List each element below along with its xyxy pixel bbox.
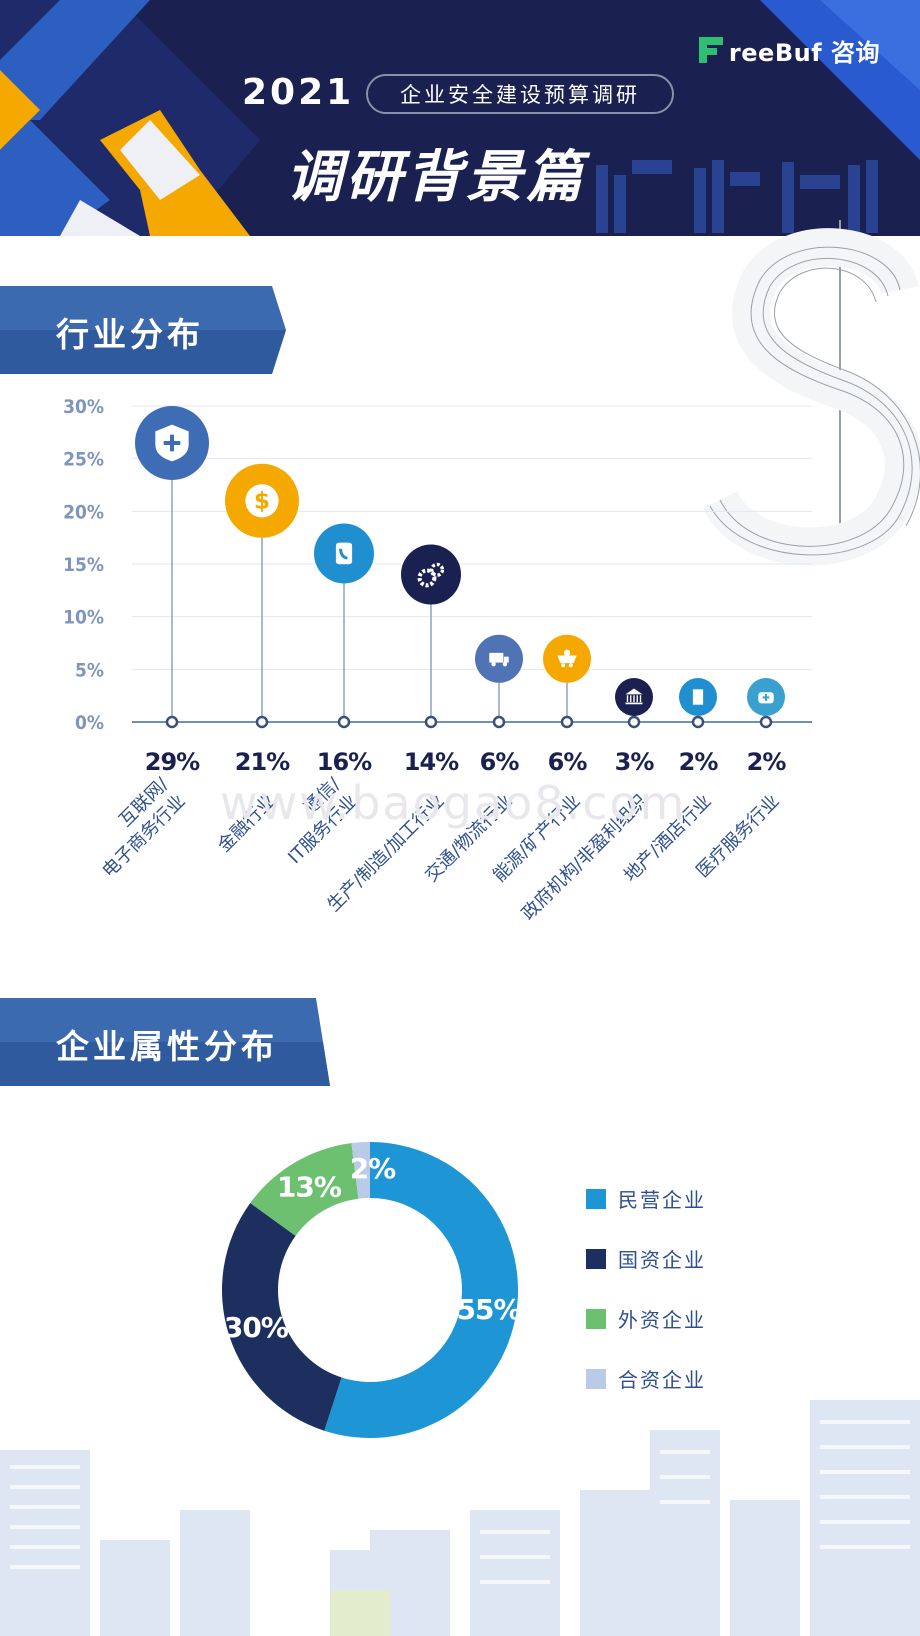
shield-plus-icon xyxy=(155,424,189,462)
legend-swatch xyxy=(586,1368,606,1389)
y-tick-label: 30% xyxy=(63,396,104,418)
lollipop-base-dot xyxy=(492,715,506,729)
lollipop-base-dot xyxy=(560,715,574,729)
section-title: 行业分布 xyxy=(56,315,204,354)
y-tick-label: 15% xyxy=(63,554,104,576)
legend-swatch xyxy=(586,1188,606,1209)
truck-icon xyxy=(489,652,509,667)
legend-item: 民营企业 xyxy=(586,1184,706,1213)
page-title: 调研背景篇 xyxy=(286,145,586,210)
y-tick-label: 25% xyxy=(63,449,104,471)
donut-value-label: 55% xyxy=(457,1293,522,1326)
y-tick-label: 10% xyxy=(63,607,104,629)
lollipop-base-dot xyxy=(165,715,179,729)
legend-swatch xyxy=(586,1248,606,1269)
brand-logo: reeBuf 咨询 xyxy=(698,34,880,67)
section-banner-industry: 行业分布 xyxy=(0,286,286,374)
donut-value-label: 30% xyxy=(224,1311,289,1344)
dollar-decoration-icon xyxy=(703,220,920,566)
y-tick-label: 20% xyxy=(63,501,104,523)
lollipop-base-dot xyxy=(691,715,705,729)
legend-label: 外资企业 xyxy=(618,1308,706,1332)
legend-item: 合资企业 xyxy=(586,1364,706,1393)
donut-value-label: 2% xyxy=(350,1152,396,1185)
donut-slice xyxy=(324,1142,518,1438)
brand-name: reeBuf 咨询 xyxy=(728,38,880,67)
legend-label: 合资企业 xyxy=(618,1368,706,1392)
mine-cart-icon xyxy=(557,649,577,668)
ownership-donut-chart: 55% 30% 13%2% xyxy=(222,1142,522,1438)
y-tick-label: 5% xyxy=(75,659,104,681)
value-label: 29% xyxy=(145,748,200,776)
value-label: 2% xyxy=(679,748,719,776)
y-tick-label: 0% xyxy=(75,712,104,734)
legend-label: 国资企业 xyxy=(618,1248,706,1272)
lollipop-base-dot xyxy=(627,715,641,729)
report-year: 2021 xyxy=(242,72,355,113)
donut-slice xyxy=(351,1142,370,1199)
dollar-coin-icon: $ xyxy=(245,484,279,518)
city-skyline-decoration xyxy=(0,1400,920,1636)
legend-item: 外资企业 xyxy=(586,1304,706,1333)
industry-distribution-chart: 0% 5% 10% 15% 20% 25% 30% $ 29% 21% 16% 14% 6% 6% 3%… xyxy=(63,396,812,924)
gears-icon xyxy=(417,562,445,588)
header-banner: reeBuf 咨询 2021 企业安全建设预算调研 调研背景篇 xyxy=(0,0,920,236)
donut-value-label: 13% xyxy=(277,1171,342,1204)
value-label: 3% xyxy=(615,748,655,776)
value-label: 6% xyxy=(480,748,520,776)
category-label: 互联网/电子商务行业 xyxy=(98,773,189,882)
medical-kit-icon xyxy=(758,692,774,704)
lollipop-bubble xyxy=(401,544,461,605)
value-label: 6% xyxy=(548,748,588,776)
value-label: 21% xyxy=(235,748,290,776)
donut-slice xyxy=(222,1203,342,1431)
legend-item: 国资企业 xyxy=(586,1244,706,1273)
report-subtitle: 企业安全建设预算调研 xyxy=(366,74,674,114)
value-label: 16% xyxy=(317,748,372,776)
value-label: 2% xyxy=(747,748,787,776)
section-banner-ownership: 企业属性分布 xyxy=(0,998,330,1086)
lollipop-base-dot xyxy=(759,715,773,729)
watermark: www.baogao8.com xyxy=(220,776,687,830)
legend-label: 民营企业 xyxy=(618,1188,706,1212)
section-title: 企业属性分布 xyxy=(56,1027,278,1066)
phone-book-icon xyxy=(335,542,353,565)
value-label: 14% xyxy=(404,748,459,776)
lollipop-base-dot xyxy=(424,715,438,729)
freebuf-logo-icon xyxy=(698,37,725,63)
svg-text:$: $ xyxy=(254,487,270,514)
bank-icon xyxy=(625,688,643,705)
lollipop-base-dot xyxy=(337,715,351,729)
lollipop-base-dot xyxy=(255,715,269,729)
building-icon xyxy=(692,689,704,705)
donut-slice xyxy=(250,1143,359,1236)
header-decoration xyxy=(0,0,920,236)
legend-swatch xyxy=(586,1308,606,1329)
